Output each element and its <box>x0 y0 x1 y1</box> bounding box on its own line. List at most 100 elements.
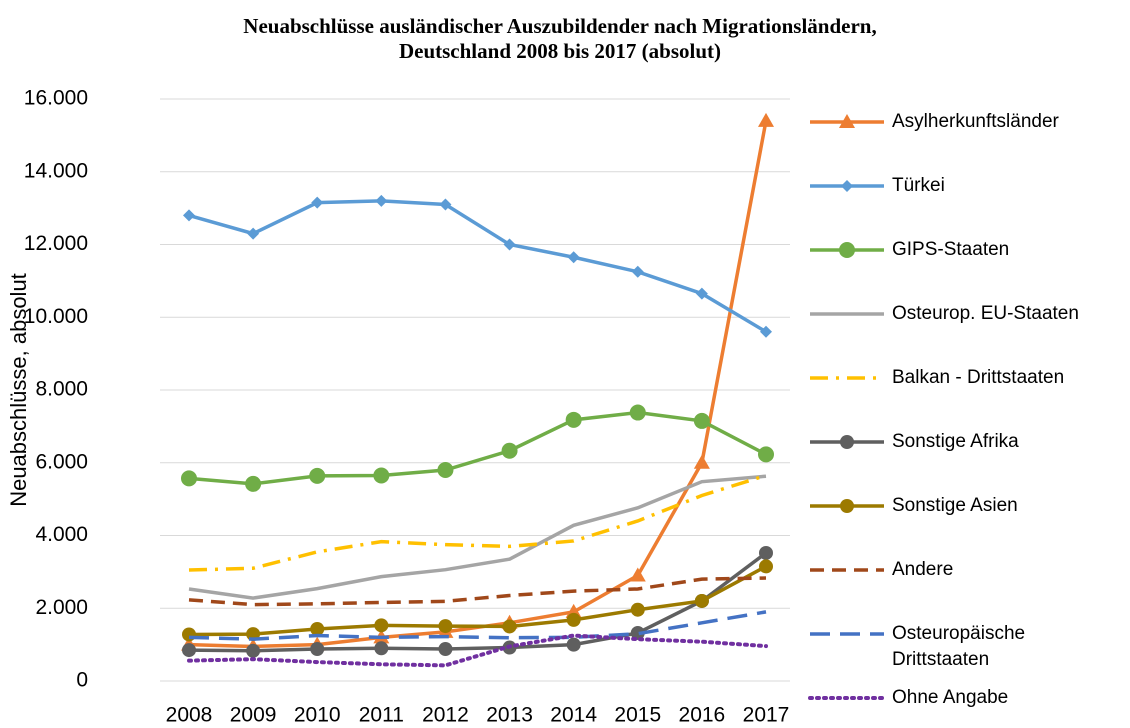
marker <box>758 112 774 127</box>
marker <box>246 643 261 658</box>
marker <box>375 194 388 207</box>
marker <box>566 612 581 627</box>
legend-label: Türkei <box>892 175 945 196</box>
y-tick-label: 2.000 <box>35 596 88 619</box>
chart-title: Neuabschlüsse ausländischer Auszubildend… <box>243 14 876 38</box>
legend-swatch <box>810 568 884 572</box>
marker <box>630 602 645 617</box>
legend-item: Andere <box>808 557 1120 583</box>
legend-swatch <box>808 696 886 700</box>
marker <box>310 621 325 636</box>
marker <box>629 404 646 421</box>
marker <box>438 641 453 656</box>
legend-swatch <box>810 180 884 192</box>
x-tick-label: 2009 <box>230 704 277 727</box>
series <box>181 404 774 492</box>
legend-item: GIPS-Staaten <box>808 237 1120 263</box>
series <box>188 610 767 641</box>
y-axis-label: Neuabschlüsse, absolut <box>6 273 31 507</box>
line <box>187 633 768 668</box>
marker <box>310 641 325 656</box>
marker <box>311 196 324 209</box>
y-tick-label: 12.000 <box>24 232 88 255</box>
marker <box>245 475 262 492</box>
legend-label: Asylherkunftsländer <box>892 111 1059 132</box>
marker <box>374 618 389 633</box>
legend-item: Osteuropäische Drittstaaten <box>808 621 1120 673</box>
marker <box>630 625 645 640</box>
marker <box>439 198 452 211</box>
legend-item: Asylherkunftsländer <box>808 109 1120 135</box>
x-tick-label: 2011 <box>359 704 404 727</box>
y-tick-label: 16.000 <box>24 87 88 110</box>
marker <box>183 209 195 222</box>
marker <box>758 446 774 463</box>
marker <box>374 641 389 656</box>
legend-label: Osteurop. EU-Staaten <box>892 303 1079 324</box>
legend-label: Sonstige Afrika <box>892 431 1019 452</box>
legend-label: Balkan - Drittstaaten <box>892 367 1065 388</box>
line <box>188 120 768 649</box>
marker <box>181 470 197 487</box>
marker <box>502 619 517 634</box>
x-tick-label: 2017 <box>743 704 790 727</box>
legend-swatch <box>810 114 884 128</box>
x-tick-label: 2013 <box>486 704 533 727</box>
line <box>188 551 768 653</box>
legend-label: Ohne Angabe <box>892 687 1009 708</box>
legend-swatch <box>810 632 884 636</box>
series <box>188 576 767 607</box>
series <box>188 474 767 600</box>
line <box>188 610 767 641</box>
y-tick-label: 8.000 <box>35 378 88 401</box>
legend-item: Sonstige Asien <box>808 493 1120 519</box>
legend-swatch <box>810 435 884 449</box>
line <box>188 474 767 600</box>
line <box>188 473 767 572</box>
legend-label: Osteuropäische Drittstaaten <box>892 623 1026 670</box>
legend-item: Türkei <box>808 173 1120 199</box>
marker <box>759 559 773 574</box>
marker <box>841 180 853 192</box>
legend-item: Sonstige Afrika <box>808 429 1120 455</box>
legend-label: GIPS-Staaten <box>892 239 1010 260</box>
x-tick-label: 2015 <box>614 704 661 727</box>
line <box>188 564 767 637</box>
marker <box>565 411 582 428</box>
marker <box>373 467 390 484</box>
y-tick-label: 14.000 <box>24 159 88 182</box>
series <box>182 559 773 642</box>
marker <box>182 627 196 642</box>
marker <box>438 619 453 634</box>
marker <box>760 325 772 338</box>
marker <box>501 442 518 459</box>
y-tick-label: 10.000 <box>24 305 88 328</box>
legend-swatch <box>810 499 884 513</box>
legend-item: Ohne Angabe <box>808 685 1120 711</box>
marker <box>839 242 855 258</box>
legend-item: Osteurop. EU-Staaten <box>808 301 1120 327</box>
y-tick-label: 6.000 <box>35 450 88 473</box>
series <box>187 633 768 668</box>
line <box>188 576 767 607</box>
marker <box>695 287 708 300</box>
legend-swatch <box>810 312 884 316</box>
chart-title: Deutschland 2008 bis 2017 (absolut) <box>399 39 721 63</box>
legend-item: Balkan - Drittstaaten <box>808 365 1120 391</box>
marker <box>247 227 260 240</box>
marker <box>566 637 581 652</box>
legend-label: Sonstige Asien <box>892 495 1018 516</box>
y-tick-label: 0 <box>76 669 88 692</box>
marker <box>182 643 196 658</box>
marker <box>503 238 516 251</box>
marker <box>759 545 773 560</box>
marker <box>693 412 710 429</box>
series <box>181 112 774 653</box>
marker <box>840 435 854 449</box>
marker <box>567 251 580 264</box>
x-tick-label: 2012 <box>422 704 469 727</box>
series <box>183 194 772 338</box>
legend-swatch <box>810 376 884 380</box>
